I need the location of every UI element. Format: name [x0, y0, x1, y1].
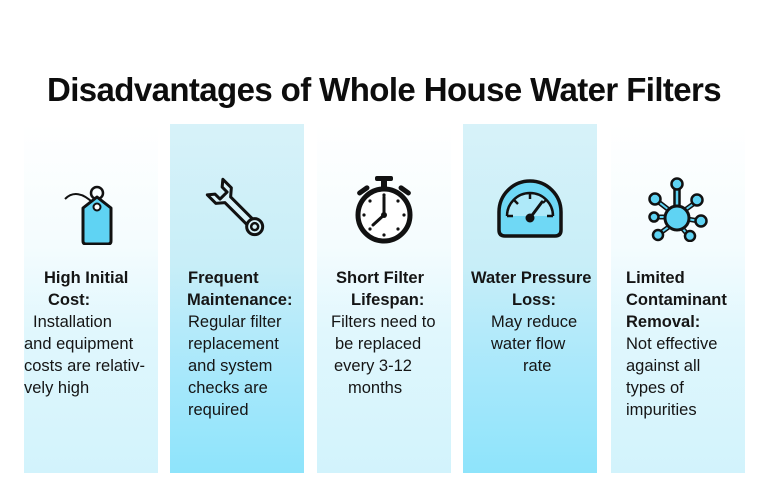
description-line: every 3-12: [334, 357, 412, 375]
heading-line: Limited: [626, 269, 685, 287]
card-heading: Water Pressure Loss:: [463, 267, 597, 311]
price-tag-icon: [24, 169, 158, 249]
card-text: Short Filter Lifespan: Filters need to b…: [317, 267, 451, 399]
description-line: required: [188, 401, 249, 419]
description-line: types of: [626, 379, 684, 397]
heading-line: Short Filter: [336, 269, 425, 287]
heading-line: Cost:: [48, 291, 91, 309]
card-heading: Limited Contaminant Removal:: [611, 267, 745, 333]
heading-line: Water Pressure: [471, 269, 592, 287]
card-description: May reduce water flow rate: [463, 311, 597, 377]
description-line: May reduce: [491, 313, 578, 331]
card-text: High Initial Cost: Installation and equi…: [24, 267, 158, 399]
pressure-gauge-icon: [463, 169, 597, 249]
heading-line: Frequent: [188, 269, 259, 287]
disadvantage-card-frequent-maintenance: Frequent Maintenance: Regular filter rep…: [170, 124, 304, 473]
description-line: be replaced: [335, 335, 422, 353]
card-description: Not effective against all types of impur…: [611, 333, 745, 421]
contaminant-molecule-icon: [611, 169, 745, 249]
description-line: replacement: [188, 335, 279, 353]
heading-line: High Initial: [44, 269, 129, 287]
description-line: months: [348, 379, 403, 397]
description-line: Installation: [33, 313, 112, 331]
card-heading: Frequent Maintenance:: [170, 267, 304, 311]
description-line: Regular filter: [188, 313, 282, 331]
disadvantage-card-high-initial-cost: High Initial Cost: Installation and equi…: [24, 124, 158, 473]
description-line: impurities: [626, 401, 697, 419]
card-text: Frequent Maintenance: Regular filter rep…: [170, 267, 304, 421]
heading-line: Maintenance:: [187, 291, 293, 309]
disadvantage-card-limited-contaminant-removal: Limited Contaminant Removal: Not effecti…: [611, 124, 745, 473]
heading-line: Removal:: [626, 313, 701, 331]
description-line: vely high: [24, 379, 90, 397]
description-line: and system: [188, 357, 273, 375]
description-line: Filters need to: [331, 313, 436, 331]
stopwatch-icon: [317, 169, 451, 249]
page-title: Disadvantages of Whole House Water Filte…: [46, 71, 722, 108]
wrench-icon: [170, 169, 304, 249]
description-line: checks are: [188, 379, 268, 397]
card-heading: Short Filter Lifespan:: [317, 267, 451, 311]
description-line: Not effective: [626, 335, 718, 353]
disadvantage-card-water-pressure-loss: Water Pressure Loss: May reduce water fl…: [463, 124, 597, 473]
card-description: Regular filter replacement and system ch…: [170, 311, 304, 421]
card-description: Installation and equipment costs are rel…: [24, 311, 158, 399]
description-line: rate: [523, 357, 552, 375]
description-line: against all: [626, 357, 701, 375]
card-text: Limited Contaminant Removal: Not effecti…: [611, 267, 745, 421]
disadvantage-card-short-filter-lifespan: Short Filter Lifespan: Filters need to b…: [317, 124, 451, 473]
heading-line: Loss:: [512, 291, 557, 309]
description-line: and equipment: [24, 335, 134, 353]
description-line: costs are relativ-: [24, 357, 146, 375]
card-text: Water Pressure Loss: May reduce water fl…: [463, 267, 597, 377]
card-heading: High Initial Cost:: [24, 267, 158, 311]
heading-line: Contaminant: [626, 291, 727, 309]
heading-line: Lifespan:: [351, 291, 425, 309]
card-description: Filters need to be replaced every 3-12 m…: [317, 311, 451, 399]
description-line: water flow: [491, 335, 566, 353]
